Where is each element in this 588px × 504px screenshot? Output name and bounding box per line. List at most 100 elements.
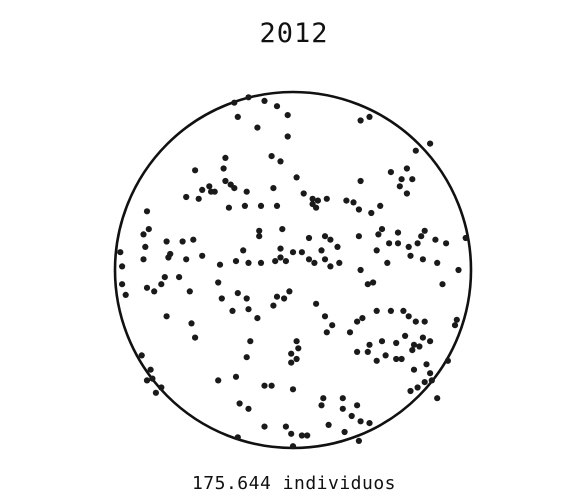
data-point: [314, 197, 321, 204]
data-point: [412, 147, 419, 154]
data-point: [373, 357, 380, 364]
data-point: [327, 263, 334, 270]
data-point: [409, 347, 416, 354]
boundary-circle: [113, 90, 473, 450]
data-point: [394, 240, 402, 247]
population-caption: 175.644 individuos: [191, 473, 397, 494]
data-point: [414, 384, 421, 391]
data-point: [247, 338, 254, 345]
data-point: [410, 341, 418, 348]
data-point: [232, 373, 240, 380]
data-point: [163, 313, 170, 320]
data-point: [236, 400, 243, 407]
data-point: [378, 226, 386, 233]
data-point: [270, 302, 277, 309]
data-point: [311, 259, 318, 266]
data-point: [298, 249, 305, 256]
data-point: [357, 266, 364, 274]
data-point: [393, 355, 400, 363]
data-point: [152, 389, 159, 396]
points-layer: [117, 94, 469, 450]
data-point: [410, 366, 418, 373]
data-point: [289, 443, 297, 450]
data-point: [158, 281, 165, 288]
data-point: [327, 236, 334, 243]
data-point: [119, 263, 126, 270]
data-point: [225, 204, 232, 211]
data-point: [231, 185, 238, 192]
data-point: [245, 306, 252, 313]
data-point: [368, 209, 375, 217]
data-point: [122, 291, 129, 298]
data-point: [434, 259, 441, 266]
data-point: [355, 206, 362, 213]
data-point: [403, 165, 410, 172]
data-point: [282, 423, 289, 430]
data-point: [341, 428, 348, 436]
data-point: [186, 288, 193, 295]
data-point: [215, 377, 222, 384]
data-point: [220, 165, 227, 172]
data-point: [293, 355, 300, 363]
data-point: [321, 256, 329, 263]
data-point: [257, 259, 265, 266]
data-point: [366, 420, 373, 427]
data-point: [273, 202, 281, 209]
data-point: [421, 379, 428, 386]
data-point: [215, 279, 222, 286]
data-point: [192, 334, 199, 341]
data-point: [143, 377, 151, 384]
data-point: [298, 432, 305, 439]
data-point: [183, 193, 190, 201]
data-point: [243, 354, 250, 361]
data-point: [405, 243, 412, 250]
data-point: [375, 231, 382, 238]
data-point: [323, 329, 330, 336]
data-point: [407, 252, 414, 259]
data-point: [268, 382, 275, 389]
data-point: [261, 97, 268, 104]
chart-title: 2012: [259, 18, 329, 49]
data-point: [145, 226, 152, 233]
data-point: [241, 202, 248, 209]
data-point: [427, 140, 434, 147]
data-point: [218, 295, 225, 302]
data-point: [378, 338, 386, 345]
data-point: [354, 402, 361, 409]
data-point: [117, 249, 124, 256]
data-point: [370, 279, 377, 286]
data-point: [357, 418, 364, 425]
data-point: [288, 359, 295, 366]
data-point: [277, 245, 284, 252]
data-point: [256, 233, 263, 240]
data-point: [382, 352, 389, 359]
data-point: [222, 177, 229, 185]
data-point: [229, 307, 236, 314]
data-point: [289, 249, 297, 256]
data-point: [268, 153, 275, 160]
data-point: [270, 185, 277, 192]
data-point: [295, 345, 302, 352]
data-point: [232, 258, 240, 265]
data-point: [412, 318, 419, 325]
data-point: [398, 176, 405, 183]
data-point: [293, 338, 300, 345]
data-point: [313, 204, 320, 211]
data-point: [142, 243, 149, 250]
data-point: [325, 421, 332, 428]
data-point: [396, 183, 403, 190]
data-point: [256, 227, 263, 234]
data-point: [309, 195, 316, 202]
data-point: [199, 186, 206, 193]
data-point: [231, 99, 238, 106]
data-point: [293, 174, 300, 181]
data-point: [384, 259, 391, 266]
data-point: [158, 384, 165, 391]
data-point: [434, 395, 441, 402]
data-point: [206, 183, 213, 190]
data-point: [419, 334, 426, 341]
data-point: [234, 113, 241, 120]
data-point: [321, 233, 329, 240]
data-point: [348, 412, 355, 420]
data-point: [243, 188, 250, 195]
